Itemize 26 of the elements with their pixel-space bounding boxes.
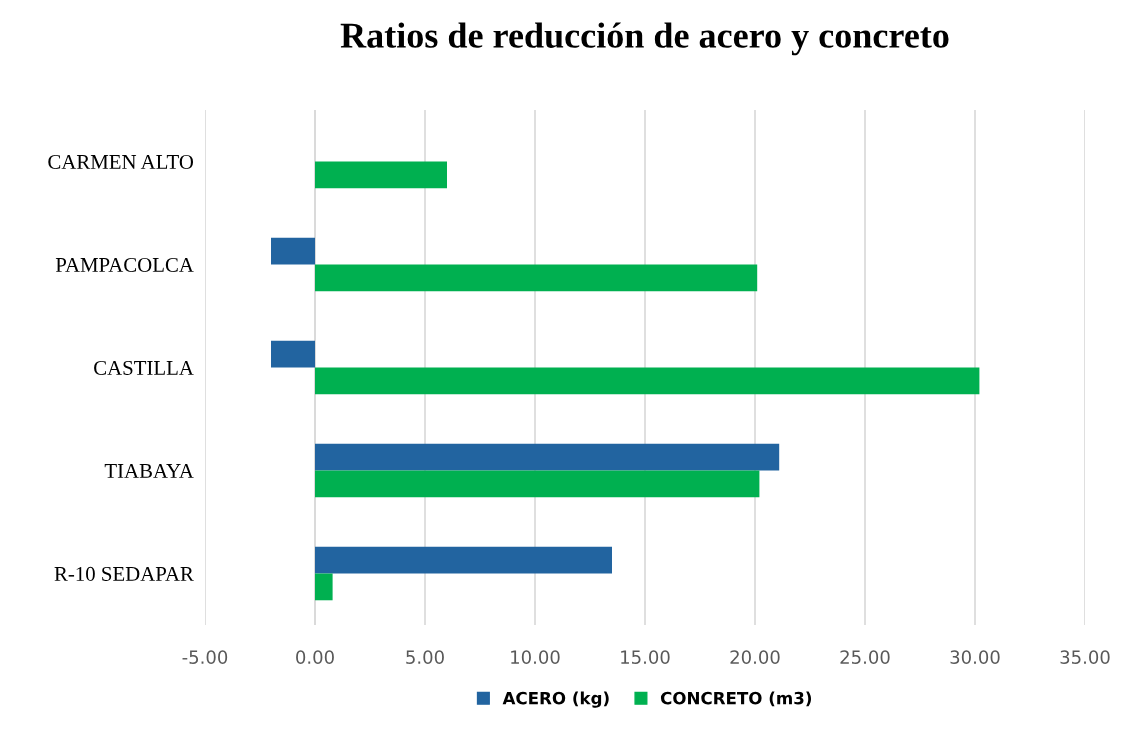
y-tick-label: CASTILLA — [94, 360, 194, 375]
x-tick-label: 30.00 — [950, 650, 1000, 664]
bar — [315, 573, 333, 601]
y-tick-label: TIABAYA — [104, 463, 194, 478]
legend-label: CONCRETO (m3) — [660, 691, 812, 707]
x-tick-label: 35.00 — [1060, 650, 1110, 664]
bar — [315, 367, 980, 395]
chart-title: Ratios de reducción de acero y concreto — [340, 22, 949, 56]
bar — [271, 340, 315, 368]
bar — [315, 264, 758, 292]
legend-label: ACERO (kg) — [502, 691, 609, 708]
x-tick-label: 20.00 — [730, 650, 780, 664]
x-tick-label: 15.00 — [621, 650, 670, 664]
bar — [271, 237, 315, 265]
x-tick-label: 10.00 — [511, 650, 560, 664]
bar — [315, 546, 612, 574]
bar — [315, 443, 780, 471]
y-tick-label: CARMEN ALTO — [48, 154, 194, 169]
y-tick-label: R-10 SEDAPAR — [54, 566, 194, 581]
x-tick-label: 25.00 — [840, 650, 890, 664]
x-tick-label: 0.00 — [296, 650, 334, 664]
x-tick-label: 5.00 — [406, 650, 444, 664]
bar — [315, 470, 760, 498]
x-tick-label: -5.00 — [182, 650, 228, 664]
bar — [315, 161, 447, 189]
y-tick-label: PAMPACOLCA — [55, 257, 194, 272]
